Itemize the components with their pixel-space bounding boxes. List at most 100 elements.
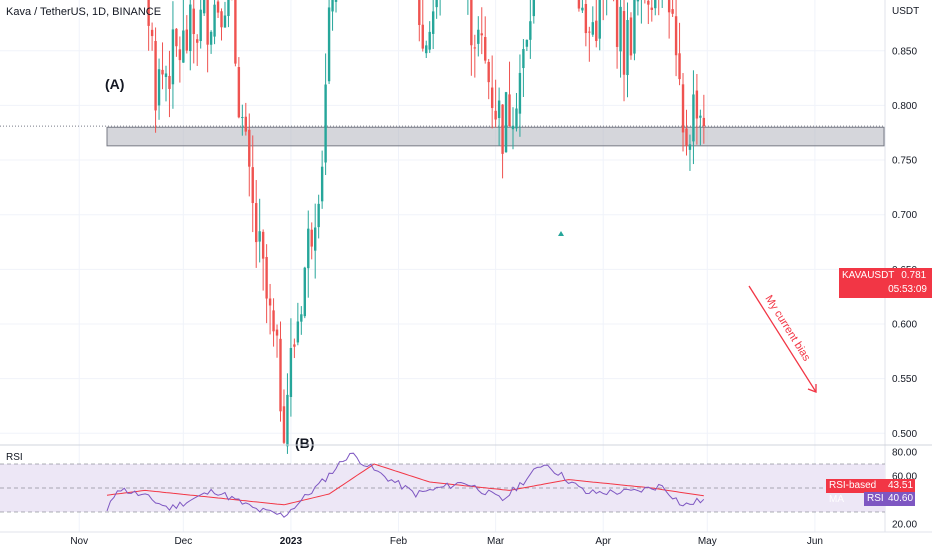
candle-body: [633, 0, 636, 54]
rsi-line: [106, 452, 705, 518]
candle-body: [598, 0, 601, 39]
candle-body: [275, 329, 279, 336]
candle-body: [286, 394, 289, 447]
candle-body: [591, 22, 594, 35]
rsi-ma-line: [106, 463, 704, 506]
candle-body: [504, 92, 508, 153]
candle-body: [293, 344, 296, 347]
candle-body: [667, 0, 671, 13]
candle-body: [324, 84, 327, 163]
candle-body: [484, 37, 487, 61]
candle-body: [671, 9, 674, 14]
candle-body: [588, 31, 591, 33]
candle-body: [487, 61, 490, 83]
signal-marker: [558, 231, 564, 236]
candle-body: [206, 0, 209, 45]
price-tick-label: 0.900: [892, 0, 917, 3]
candle-body: [331, 0, 334, 12]
countdown-badge: 05:53:09: [839, 282, 932, 298]
candle-body: [518, 72, 522, 114]
candle-body: [265, 257, 268, 299]
currency-label: USDT: [892, 6, 919, 17]
rsi-axis: 80.00 60.00 20.00: [892, 448, 917, 531]
candle-body: [327, 7, 331, 82]
candle-body: [515, 108, 518, 129]
rsi-tick-label: 20.00: [892, 520, 917, 531]
candle-body: [678, 53, 681, 80]
time-tick-label: 2023: [280, 536, 303, 547]
candle-body: [425, 45, 428, 54]
candle-body: [171, 29, 175, 85]
candle-body: [192, 8, 195, 35]
candle-body: [435, 0, 438, 8]
candle-body: [157, 69, 161, 106]
candle-body: [272, 310, 275, 332]
rsi-tick-label: 80.00: [892, 448, 917, 459]
candle-body: [209, 31, 213, 45]
candle-body: [196, 39, 199, 43]
support-zone[interactable]: [106, 126, 885, 147]
symbol-label: KAVAUSDT: [842, 270, 895, 281]
candle-body: [629, 17, 633, 56]
candle-body: [428, 31, 431, 50]
bar-countdown: 05:53:09: [888, 284, 927, 295]
candle-body: [314, 227, 317, 251]
candle-body: [529, 21, 532, 40]
candle-body: [296, 321, 300, 343]
candle-body: [577, 0, 581, 9]
candle-body: [178, 49, 182, 61]
candle-body: [216, 1, 220, 13]
candle-body: [234, 0, 237, 64]
time-tick-label: Feb: [390, 536, 408, 547]
candle-body: [279, 338, 282, 412]
candle-body: [508, 94, 511, 127]
candle-body: [595, 20, 598, 41]
candle-body: [220, 11, 223, 28]
candle-body: [147, 0, 150, 26]
candle-body: [532, 0, 536, 17]
candles: [147, 0, 706, 454]
candle-body: [310, 229, 313, 247]
time-tick-label: May: [698, 536, 717, 547]
point-a-label: (A): [105, 76, 124, 92]
candle-body: [685, 128, 688, 146]
candle-body: [154, 40, 157, 111]
candle-body: [470, 0, 473, 46]
candle-body: [497, 100, 501, 119]
bias-arrowhead: [807, 384, 817, 393]
time-axis[interactable]: Nov Dec 2023 Feb Mar Apr May Jun: [70, 536, 823, 547]
time-tick-label: Dec: [174, 536, 192, 547]
candle-body: [581, 7, 584, 11]
price-tick-label: 0.800: [892, 101, 917, 112]
candle-body: [490, 87, 494, 108]
rsi-tick-label: 60.00: [892, 472, 917, 483]
candle-body: [692, 94, 695, 142]
candle-body: [303, 267, 306, 317]
candle-body: [636, 0, 640, 2]
candle-body: [255, 203, 258, 243]
candle-body: [695, 90, 699, 119]
candle-body: [431, 11, 435, 34]
bias-arrow[interactable]: [748, 285, 817, 393]
candle-body: [674, 16, 678, 56]
price-tick-label: 0.500: [892, 429, 917, 440]
candle-body: [511, 125, 515, 130]
candle-body: [584, 3, 588, 34]
candle-body: [182, 30, 185, 63]
candle-body: [300, 314, 303, 322]
candle-body: [168, 75, 171, 89]
last-price-value: 0.781: [901, 270, 927, 281]
price-tick-label: 0.600: [892, 320, 917, 331]
chart-title: Kava / TetherUS, 1D, BINANCE: [6, 6, 162, 18]
candle-body: [227, 0, 230, 17]
candle-body: [150, 29, 154, 37]
price-tick-label: 0.700: [892, 210, 917, 221]
rsi-pane-title: RSI: [6, 452, 23, 463]
grid: [0, 0, 885, 532]
candle-body: [199, 9, 202, 42]
candle-body: [248, 129, 251, 167]
rsi-ma-badge-label: RSI-based MA: [826, 479, 885, 505]
time-tick-label: Jun: [807, 536, 823, 547]
candle-body: [202, 0, 206, 14]
